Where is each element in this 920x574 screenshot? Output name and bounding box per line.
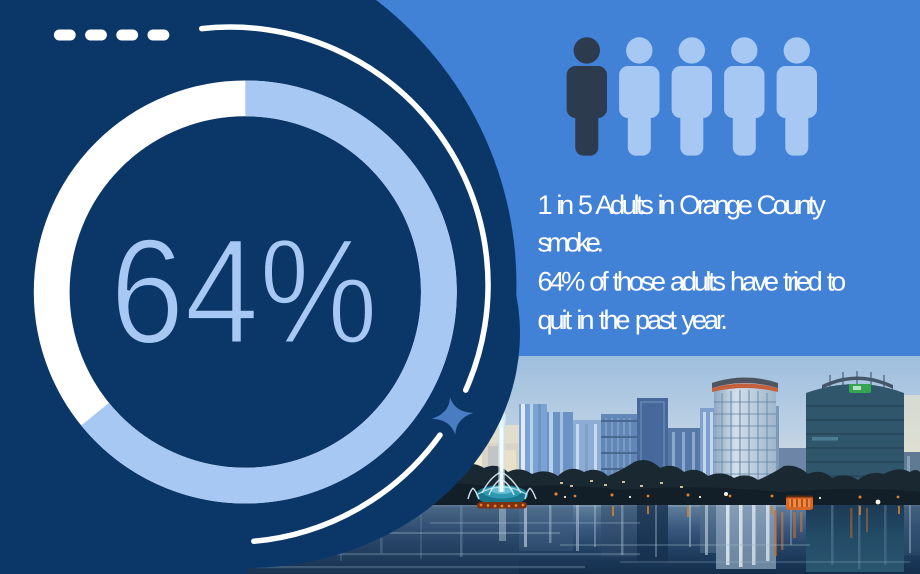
svg-text:quit in the past year.: quit in the past year. [538,304,728,335]
svg-text:smoke.: smoke. [538,227,605,258]
svg-text:64%: 64% [110,207,378,375]
svg-text:1 in 5 Adults in Orange County: 1 in 5 Adults in Orange County [538,189,827,220]
svg-text:64% of those adults have tried: 64% of those adults have tried to [538,265,847,296]
